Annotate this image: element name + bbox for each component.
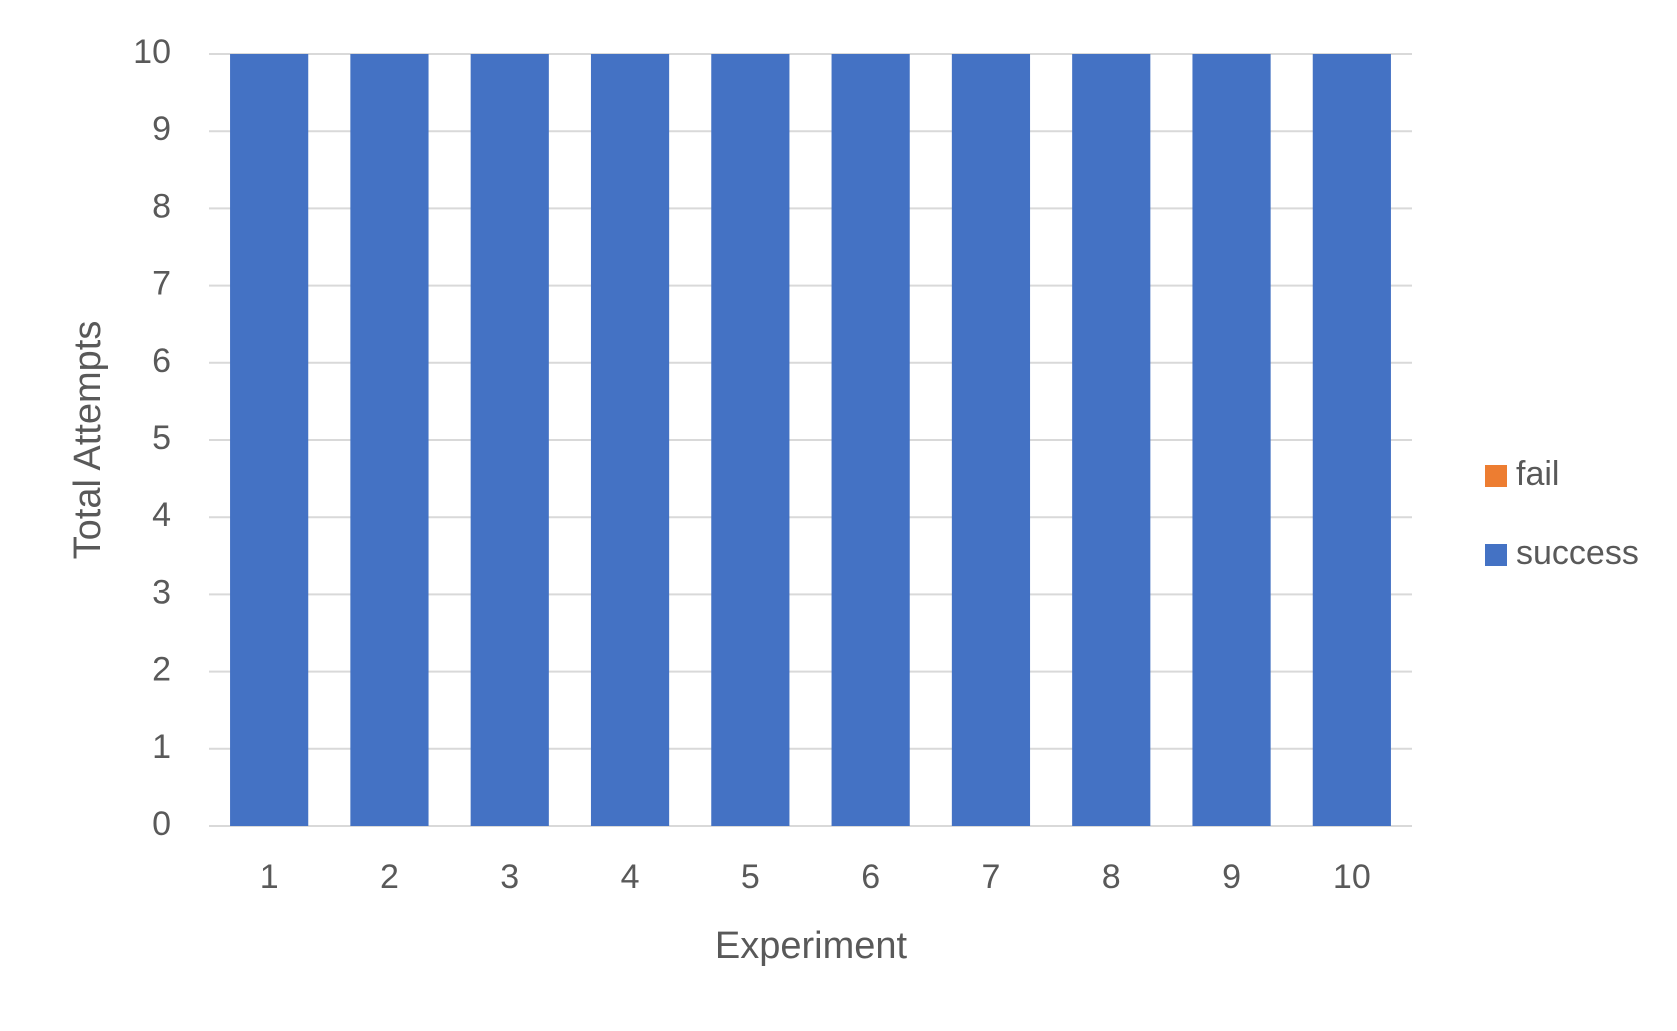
x-tick-label: 2 xyxy=(380,858,399,896)
y-tick-label: 9 xyxy=(152,110,171,148)
bar-segment xyxy=(590,54,670,826)
bar-segment xyxy=(1312,54,1391,826)
x-tick-label: 8 xyxy=(1102,858,1121,896)
y-tick-label: 4 xyxy=(152,496,171,534)
legend-swatch xyxy=(1485,544,1507,566)
y-axis-title: Total Attempts xyxy=(67,321,109,560)
x-tick-label: 5 xyxy=(741,858,760,896)
bar-segment xyxy=(831,54,910,826)
x-tick-label: 1 xyxy=(260,858,279,896)
y-tick-label: 10 xyxy=(133,33,171,71)
legend-label: fail xyxy=(1516,455,1559,493)
y-tick-label: 2 xyxy=(152,651,171,689)
y-tick-label: 0 xyxy=(152,805,171,843)
y-tick-label: 5 xyxy=(152,419,171,457)
legend-swatch xyxy=(1485,465,1507,487)
x-tick-label: 3 xyxy=(500,858,519,896)
y-tick-label: 1 xyxy=(152,728,171,766)
y-tick-label: 7 xyxy=(152,265,171,303)
x-tick-label: 7 xyxy=(981,858,1000,896)
bar-segment xyxy=(951,54,1031,826)
bar-segment xyxy=(470,54,549,826)
bar-segment xyxy=(230,54,309,826)
x-tick-label: 9 xyxy=(1222,858,1241,896)
legend-label: success xyxy=(1516,534,1639,572)
x-axis-title: Experiment xyxy=(715,925,908,967)
x-tick-label: 4 xyxy=(621,858,640,896)
bar-segment xyxy=(711,54,790,826)
bar-segment xyxy=(1192,54,1271,826)
y-tick-label: 8 xyxy=(152,187,171,225)
x-tick-label: 6 xyxy=(861,858,880,896)
bar-segment xyxy=(350,54,429,826)
bar-segment xyxy=(1072,54,1151,826)
y-tick-label: 3 xyxy=(152,573,171,611)
x-tick-label: 10 xyxy=(1333,858,1371,896)
y-tick-label: 6 xyxy=(152,342,171,380)
